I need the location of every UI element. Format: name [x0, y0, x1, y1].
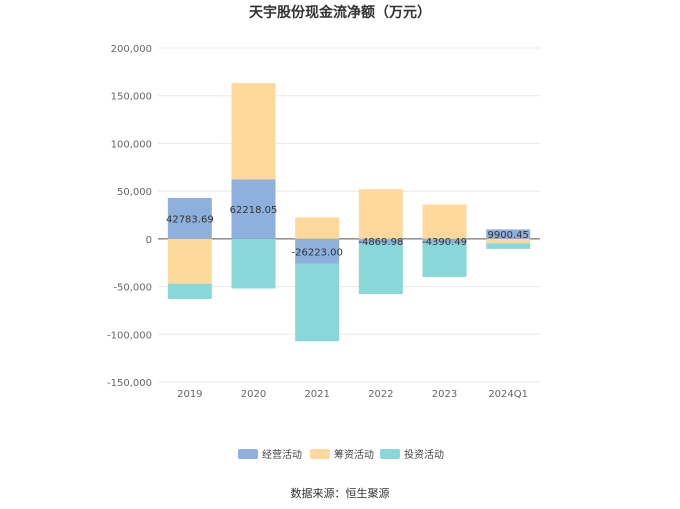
legend-swatch [380, 449, 400, 459]
x-tick-label: 2021 [304, 389, 329, 400]
data-label: -26223.00 [292, 247, 343, 258]
bar-segment [486, 243, 531, 249]
bar-segment [422, 243, 467, 277]
chart-title: 天宇股份现金流净额（万元） [249, 4, 431, 21]
bar-segment [167, 283, 212, 299]
data-label: -4390.49 [422, 237, 467, 248]
legend-swatch [238, 449, 258, 459]
bar-segment [231, 83, 276, 180]
x-tick-label: 2024Q1 [488, 389, 528, 400]
y-tick-label: 150,000 [111, 92, 152, 103]
x-axis: 2019 2020 2021 2022 2023 2024Q1 [177, 389, 528, 400]
gridlines [158, 47, 540, 383]
data-label: 62218.05 [230, 205, 278, 216]
y-tick-label: 0 [146, 235, 152, 246]
bar-segment [167, 238, 212, 284]
y-tick-label: -100,000 [107, 330, 152, 341]
y-tick-label: 100,000 [111, 139, 152, 150]
y-axis: 200,000 150,000 100,000 50,000 0 -50,000 -100,… [107, 44, 152, 389]
data-label: 9900.45 [487, 230, 528, 241]
bar-segment [486, 229, 531, 239]
data-label: -4869.98 [358, 237, 403, 248]
bar-segment [295, 263, 340, 342]
y-tick-label: 200,000 [111, 44, 152, 55]
bar-segment [167, 198, 212, 239]
x-tick-label: 2020 [241, 389, 266, 400]
y-tick-label: 50,000 [117, 187, 152, 198]
source-note: 数据来源：恒生聚源 [291, 486, 390, 500]
bar-segment [358, 238, 403, 244]
legend-label: 筹资活动 [334, 448, 374, 461]
bar-segment [295, 217, 340, 239]
legend: 经营活动 筹资活动 投资活动 [238, 448, 444, 461]
bar-segment [358, 189, 403, 239]
legend-label: 经营活动 [262, 448, 302, 461]
legend-swatch [310, 449, 330, 459]
bar-segment [358, 243, 403, 295]
y-tick-label: -50,000 [113, 283, 152, 294]
data-labels: 42783.69 62218.05 -26223.00 -4869.98 -4390.4… [166, 205, 529, 258]
legend-label: 投资活动 [404, 448, 444, 461]
bar-segment [295, 238, 340, 264]
x-tick-label: 2023 [432, 389, 457, 400]
bar-segment [486, 238, 531, 244]
bar-segment [231, 179, 276, 239]
bar-segment [422, 204, 467, 239]
bars [167, 83, 531, 342]
x-tick-label: 2019 [177, 389, 202, 400]
bar-segment [422, 238, 467, 244]
x-tick-label: 2022 [368, 389, 393, 400]
data-label: 42783.69 [166, 214, 214, 225]
bar-segment [231, 238, 276, 289]
y-tick-label: -150,000 [107, 378, 152, 389]
